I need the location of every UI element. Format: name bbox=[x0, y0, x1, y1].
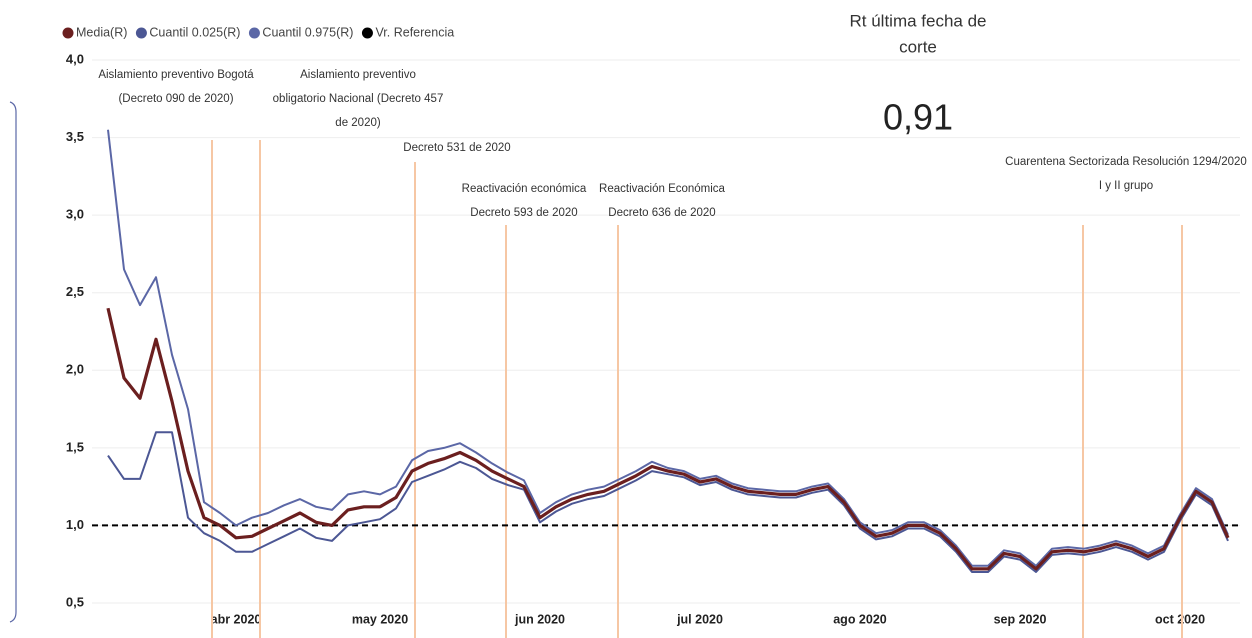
annotation: obligatorio Nacional (Decreto 457 bbox=[273, 93, 444, 105]
x-tick-label: may 2020 bbox=[352, 612, 408, 626]
annotation: Reactivación económica bbox=[462, 183, 587, 195]
kpi-title: Rt última fecha de bbox=[849, 11, 986, 30]
bracket bbox=[9, 101, 17, 623]
annotation: Cuarentena Sectorizada Resolución 1294/2… bbox=[1005, 156, 1247, 168]
x-tick-label: sep 2020 bbox=[994, 612, 1047, 626]
series-line bbox=[106, 307, 1230, 571]
annotation: (Decreto 090 de 2020) bbox=[118, 93, 233, 105]
kpi-title: corte bbox=[899, 37, 937, 56]
kpi-value: 0,91 bbox=[883, 97, 953, 138]
annotation: Decreto 593 de 2020 bbox=[470, 207, 577, 219]
legend-swatch bbox=[62, 27, 74, 39]
annotation: Aislamiento preventivo Bogotá bbox=[98, 69, 254, 81]
legend-swatch bbox=[135, 27, 147, 39]
series-line bbox=[107, 431, 1229, 573]
legend-swatch bbox=[361, 27, 373, 39]
y-tick-label: 1,0 bbox=[66, 517, 84, 532]
legend-label: Cuantil 0.025(R) bbox=[149, 25, 240, 39]
y-tick-label: 1,5 bbox=[66, 439, 84, 454]
y-tick-label: 2,5 bbox=[66, 284, 84, 299]
annotation: Decreto 531 de 2020 bbox=[403, 142, 510, 154]
x-tick-label: oct 2020 bbox=[1155, 612, 1205, 626]
y-tick-label: 2,0 bbox=[66, 362, 84, 377]
annotation: Decreto 636 de 2020 bbox=[608, 207, 715, 219]
series-line bbox=[107, 129, 1229, 567]
y-tick-label: 0,5 bbox=[66, 594, 84, 609]
legend-label: Cuantil 0.975(R) bbox=[262, 25, 353, 39]
x-tick-label: jun 2020 bbox=[514, 612, 565, 626]
y-tick-label: 4,0 bbox=[66, 51, 84, 66]
x-tick-label: abr 2020 bbox=[211, 612, 262, 626]
annotation: de 2020) bbox=[335, 117, 381, 129]
x-tick-label: ago 2020 bbox=[833, 612, 887, 626]
legend-swatch bbox=[248, 27, 260, 39]
annotation: Reactivación Económica bbox=[599, 183, 726, 195]
x-tick-label: jul 2020 bbox=[676, 612, 723, 626]
y-tick-label: 3,5 bbox=[66, 129, 84, 144]
y-tick-label: 3,0 bbox=[66, 207, 84, 222]
legend-label: Media(R) bbox=[76, 25, 127, 39]
annotation: Aislamiento preventivo bbox=[300, 69, 416, 81]
annotation: I y II grupo bbox=[1099, 180, 1153, 192]
legend-label: Vr. Referencia bbox=[375, 25, 454, 39]
